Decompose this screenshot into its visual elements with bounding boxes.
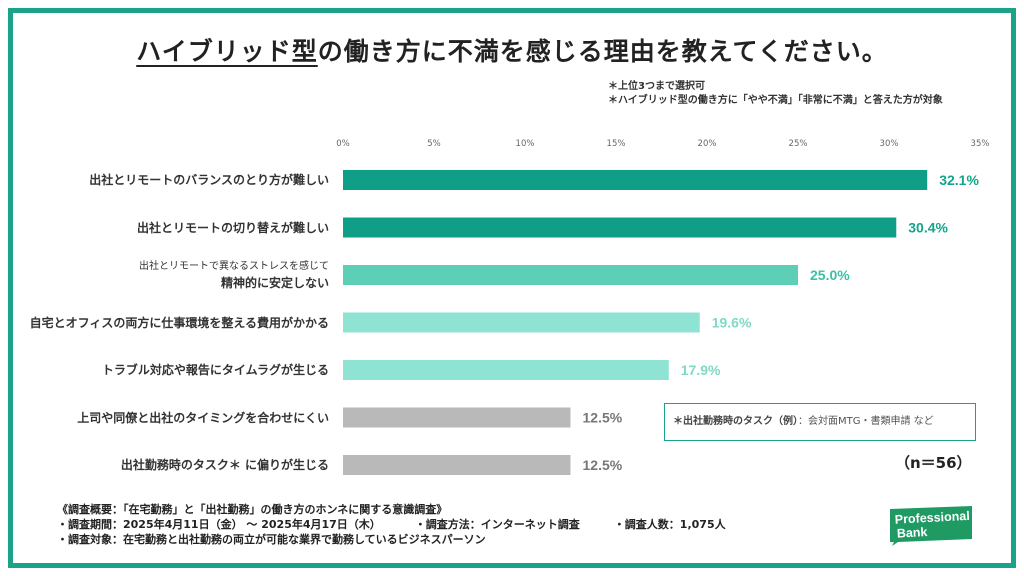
- title-rest: の働き方に不満を感じる理由を教えてください。: [317, 37, 888, 66]
- footer-period: ・調査期間：2025年4月11日（金） 〜 2025年4月17日（木）: [57, 518, 381, 531]
- footer-target: ・調査対象：在宅勤務と出社勤務の両立が可能な業界で勤務しているビジネスパーソン: [57, 533, 486, 546]
- bar-value-label: 17.9%: [681, 362, 721, 378]
- category-label: トラブル対応や報告にタイムラグが生じる: [101, 363, 329, 377]
- survey-notes: ＊上位3つまで選択可 ＊ハイブリッド型の働き方に「やや不満」「非常に不満」と答え…: [608, 80, 943, 108]
- category-label: 出社とリモートの切り替えが難しい: [136, 220, 329, 235]
- x-tick-label: 35%: [971, 139, 990, 149]
- footer-count: ・調査人数：1,075人: [613, 518, 726, 531]
- x-tick-label: 30%: [880, 139, 899, 149]
- bar: [343, 455, 571, 475]
- bar-value-label: 25.0%: [810, 267, 850, 283]
- sample-size: （n＝56）: [895, 454, 972, 472]
- chart-title: ハイブリッド型の働き方に不満を感じる理由を教えてください。: [0, 32, 1024, 68]
- title-underlined: ハイブリッド型: [136, 37, 318, 66]
- bar: [343, 217, 897, 238]
- task-note-body: ：会対面MTG・書類申請 など: [798, 416, 934, 427]
- task-note-lead: ＊出社勤務時のタスク（例）: [673, 416, 798, 427]
- category-label: 出社勤務時のタスク＊ に偏りが生じる: [120, 458, 329, 472]
- bar-value-label: 12.5%: [583, 410, 623, 426]
- category-label: 上司や同僚と出社のタイミングを合わせにくい: [77, 410, 329, 425]
- professional-bank-logo: Professional Bank: [890, 506, 972, 546]
- footer-method: ・調査方法：インターネット調査: [414, 518, 580, 531]
- note-line-2: ＊ハイブリッド型の働き方に「やや不満」「非常に不満」と答えた方が対象: [608, 95, 943, 106]
- x-tick-label: 5%: [427, 139, 441, 149]
- x-tick-label: 10%: [516, 139, 535, 149]
- bar: [343, 265, 798, 285]
- bar-value-label: 12.5%: [583, 457, 623, 473]
- category-label: 出社とリモートのバランスのとり方が難しい: [89, 173, 329, 187]
- task-note-box: ＊出社勤務時のタスク（例）：会対面MTG・書類申請 など: [664, 403, 976, 441]
- logo-text-1: Professional: [894, 509, 970, 527]
- category-label: 自宅とオフィスの両方に仕事環境を整える費用がかかる: [29, 315, 329, 330]
- bar: [343, 170, 928, 190]
- logo-text-2: Bank: [897, 525, 928, 541]
- x-tick-label: 25%: [789, 139, 808, 149]
- category-label-line1: 出社とリモートで異なるストレスを感じて: [139, 261, 329, 272]
- bar: [343, 360, 669, 380]
- bar-value-label: 19.6%: [712, 315, 752, 331]
- category-label: 出社とリモートで異なるストレスを感じて精神的に安定しない: [139, 259, 329, 291]
- bar: [343, 407, 571, 428]
- note-line-1: ＊上位3つまで選択可: [608, 81, 705, 92]
- x-tick-label: 0%: [336, 139, 350, 149]
- x-tick-label: 20%: [698, 139, 717, 149]
- category-label-line2: 精神的に安定しない: [220, 276, 329, 290]
- x-tick-label: 15%: [607, 139, 626, 149]
- footer-overview: 《調査概要：「在宅勤務」と「出社勤務」の働き方のホンネに関する意識調査》: [57, 503, 448, 516]
- bar-value-label: 32.1%: [939, 172, 979, 188]
- bar-value-label: 30.4%: [908, 220, 948, 236]
- bar: [343, 312, 700, 333]
- survey-footer: 《調査概要：「在宅勤務」と「出社勤務」の働き方のホンネに関する意識調査》 ・調査…: [57, 502, 726, 547]
